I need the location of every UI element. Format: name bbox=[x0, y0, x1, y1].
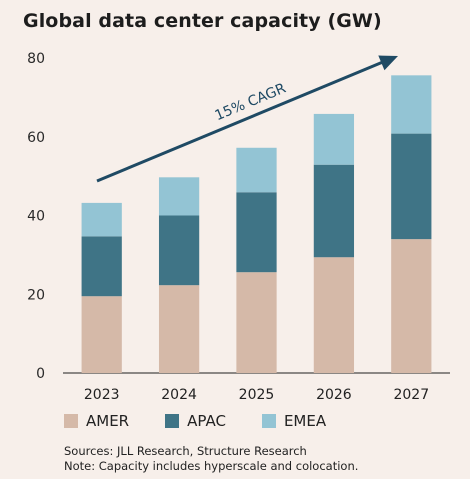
bar-apac-2023 bbox=[81, 236, 122, 297]
bar-emea-2023 bbox=[81, 202, 122, 237]
legend-item-apac: APAC bbox=[165, 412, 226, 430]
bar-amer-2025 bbox=[236, 272, 277, 373]
legend-item-emea: EMEA bbox=[261, 412, 327, 430]
y-tick-label: 80 bbox=[27, 51, 45, 67]
bar-apac-2025 bbox=[236, 192, 277, 273]
bar-apac-2024 bbox=[158, 215, 200, 286]
legend-swatch-apac bbox=[165, 414, 180, 428]
legend: AMER APAC EMEA bbox=[64, 412, 362, 430]
cagr-arrow-head bbox=[378, 55, 398, 71]
bar-emea-2026 bbox=[313, 113, 355, 165]
y-tick-label: 0 bbox=[36, 366, 45, 382]
chart-title: Global data center capacity (GW) bbox=[23, 10, 382, 32]
x-tick-label: 2026 bbox=[316, 387, 352, 403]
legend-label-emea: EMEA bbox=[283, 412, 327, 430]
legend-swatch-emea bbox=[261, 414, 276, 428]
legend-swatch-amer bbox=[64, 414, 78, 428]
footnote: Sources: JLL Research, Structure Researc… bbox=[64, 444, 358, 474]
x-tick-label: 2025 bbox=[239, 387, 275, 403]
y-tick-label: 60 bbox=[27, 130, 45, 146]
footnote-sources: Sources: JLL Research, Structure Researc… bbox=[64, 444, 307, 458]
x-tick-label: 2027 bbox=[393, 387, 429, 403]
bar-emea-2025 bbox=[236, 147, 277, 193]
y-tick-label: 40 bbox=[27, 209, 45, 225]
bar-emea-2027 bbox=[391, 75, 432, 134]
x-tick-label: 2024 bbox=[161, 387, 197, 403]
bar-amer-2026 bbox=[313, 257, 355, 373]
legend-label-amer: AMER bbox=[86, 412, 130, 430]
y-tick-label: 20 bbox=[27, 287, 45, 303]
legend-label-apac: APAC bbox=[187, 412, 226, 430]
bar-emea-2024 bbox=[158, 177, 200, 216]
footnote-note: Note: Capacity includes hyperscale and c… bbox=[64, 459, 359, 473]
bar-apac-2027 bbox=[391, 133, 432, 240]
cagr-arrow-line bbox=[96, 60, 384, 183]
legend-item-amer: AMER bbox=[64, 412, 129, 430]
bar-amer-2023 bbox=[81, 296, 122, 373]
bar-apac-2026 bbox=[313, 164, 355, 258]
x-tick-label: 2023 bbox=[84, 387, 120, 403]
bar-amer-2027 bbox=[391, 239, 432, 373]
bar-amer-2024 bbox=[158, 285, 200, 373]
